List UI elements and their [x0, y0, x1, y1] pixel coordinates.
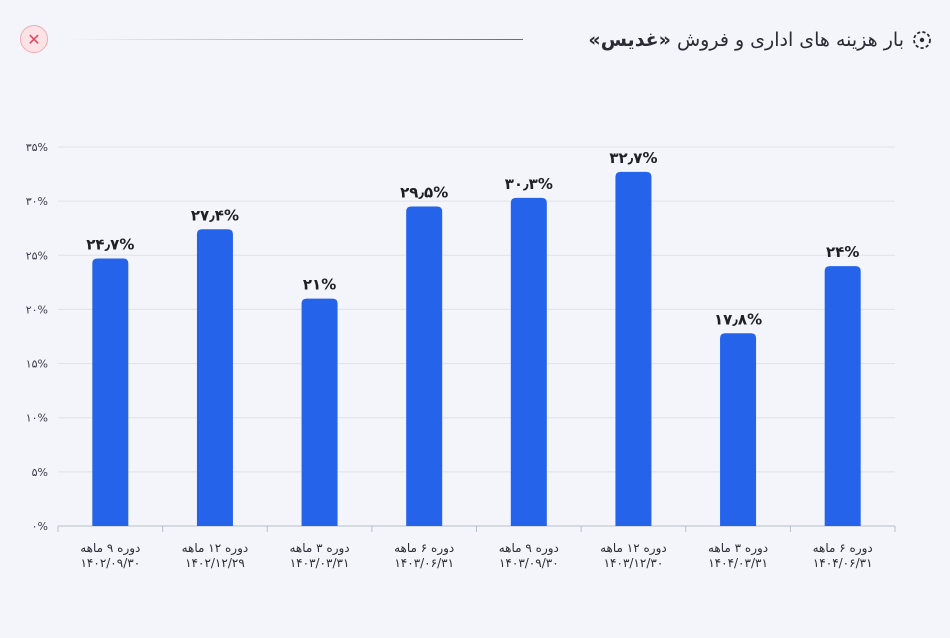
- x-category-label: دوره ۱۲ ماهه: [600, 541, 667, 556]
- x-category-label: ۱۴۰۳/۱۲/۳۰: [604, 556, 664, 570]
- y-tick-label: ۱۰%: [26, 412, 48, 425]
- bar-value-label: ۲۹٫۵%: [400, 184, 448, 202]
- y-tick-label: ۳۰%: [26, 195, 48, 208]
- x-category-label: دوره ۱۲ ماهه: [182, 541, 249, 556]
- bar-value-label: ۳۰٫۳%: [505, 175, 553, 193]
- bar: [510, 197, 547, 526]
- bar: [301, 298, 338, 526]
- x-category-label: دوره ۹ ماهه: [80, 541, 140, 556]
- header-divider: [68, 39, 523, 40]
- y-tick-label: ۳۵%: [26, 141, 48, 154]
- bar: [720, 333, 757, 526]
- y-tick-label: ۱۵%: [26, 358, 48, 371]
- bar: [406, 206, 443, 527]
- x-category-label: ۱۴۰۴/۰۳/۳۱: [708, 556, 768, 570]
- x-category-label: دوره ۶ ماهه: [394, 541, 454, 556]
- x-category-label: دوره ۳ ماهه: [708, 541, 768, 556]
- bar-value-label: ۲۷٫۴%: [191, 206, 239, 224]
- x-category-label: دوره ۹ ماهه: [499, 541, 559, 556]
- title-block: بار هزینه های اداری و فروش «غدیس»: [588, 26, 932, 54]
- bar: [92, 258, 129, 526]
- x-category-label: ۱۴۰۲/۱۲/۲۹: [185, 556, 245, 570]
- bar-value-label: ۲۴%: [826, 243, 859, 261]
- x-category-label: ۱۴۰۳/۰۹/۳۰: [499, 556, 559, 570]
- chart-title-company: «غدیس»: [588, 29, 671, 51]
- chart-title-prefix: بار هزینه های اداری و فروش: [676, 29, 904, 51]
- x-category-label: ۱۴۰۳/۰۶/۳۱: [394, 556, 454, 570]
- chart-title: بار هزینه های اداری و فروش «غدیس»: [588, 29, 904, 51]
- x-category-label: ۱۴۰۲/۰۹/۳۰: [80, 556, 140, 570]
- bar-value-label: ۲۱%: [303, 276, 336, 294]
- loading-circle-icon: [913, 31, 931, 49]
- x-category-label: ۱۴۰۳/۰۳/۳۱: [290, 556, 350, 570]
- x-category-label: دوره ۳ ماهه: [289, 541, 349, 556]
- close-button[interactable]: ✕: [20, 25, 48, 53]
- bar-value-label: ۳۲٫۷%: [609, 149, 657, 167]
- y-tick-label: ۲۵%: [26, 249, 48, 262]
- x-category-label: دوره ۶ ماهه: [813, 541, 873, 556]
- bar-value-label: ۲۴٫۷%: [86, 236, 134, 254]
- bar: [824, 266, 861, 526]
- y-tick-label: ۰%: [32, 520, 48, 533]
- y-tick-label: ۲۰%: [26, 303, 48, 316]
- chart-header: ✕ بار هزینه های اداری و فروش «غدیس»: [20, 20, 932, 60]
- close-icon: ✕: [27, 30, 41, 49]
- y-tick-label: ۵%: [32, 466, 48, 479]
- bar-value-label: ۱۷٫۸%: [714, 310, 762, 328]
- bar: [615, 171, 652, 527]
- x-category-label: ۱۴۰۴/۰۶/۳۱: [813, 556, 873, 570]
- bar: [196, 229, 233, 526]
